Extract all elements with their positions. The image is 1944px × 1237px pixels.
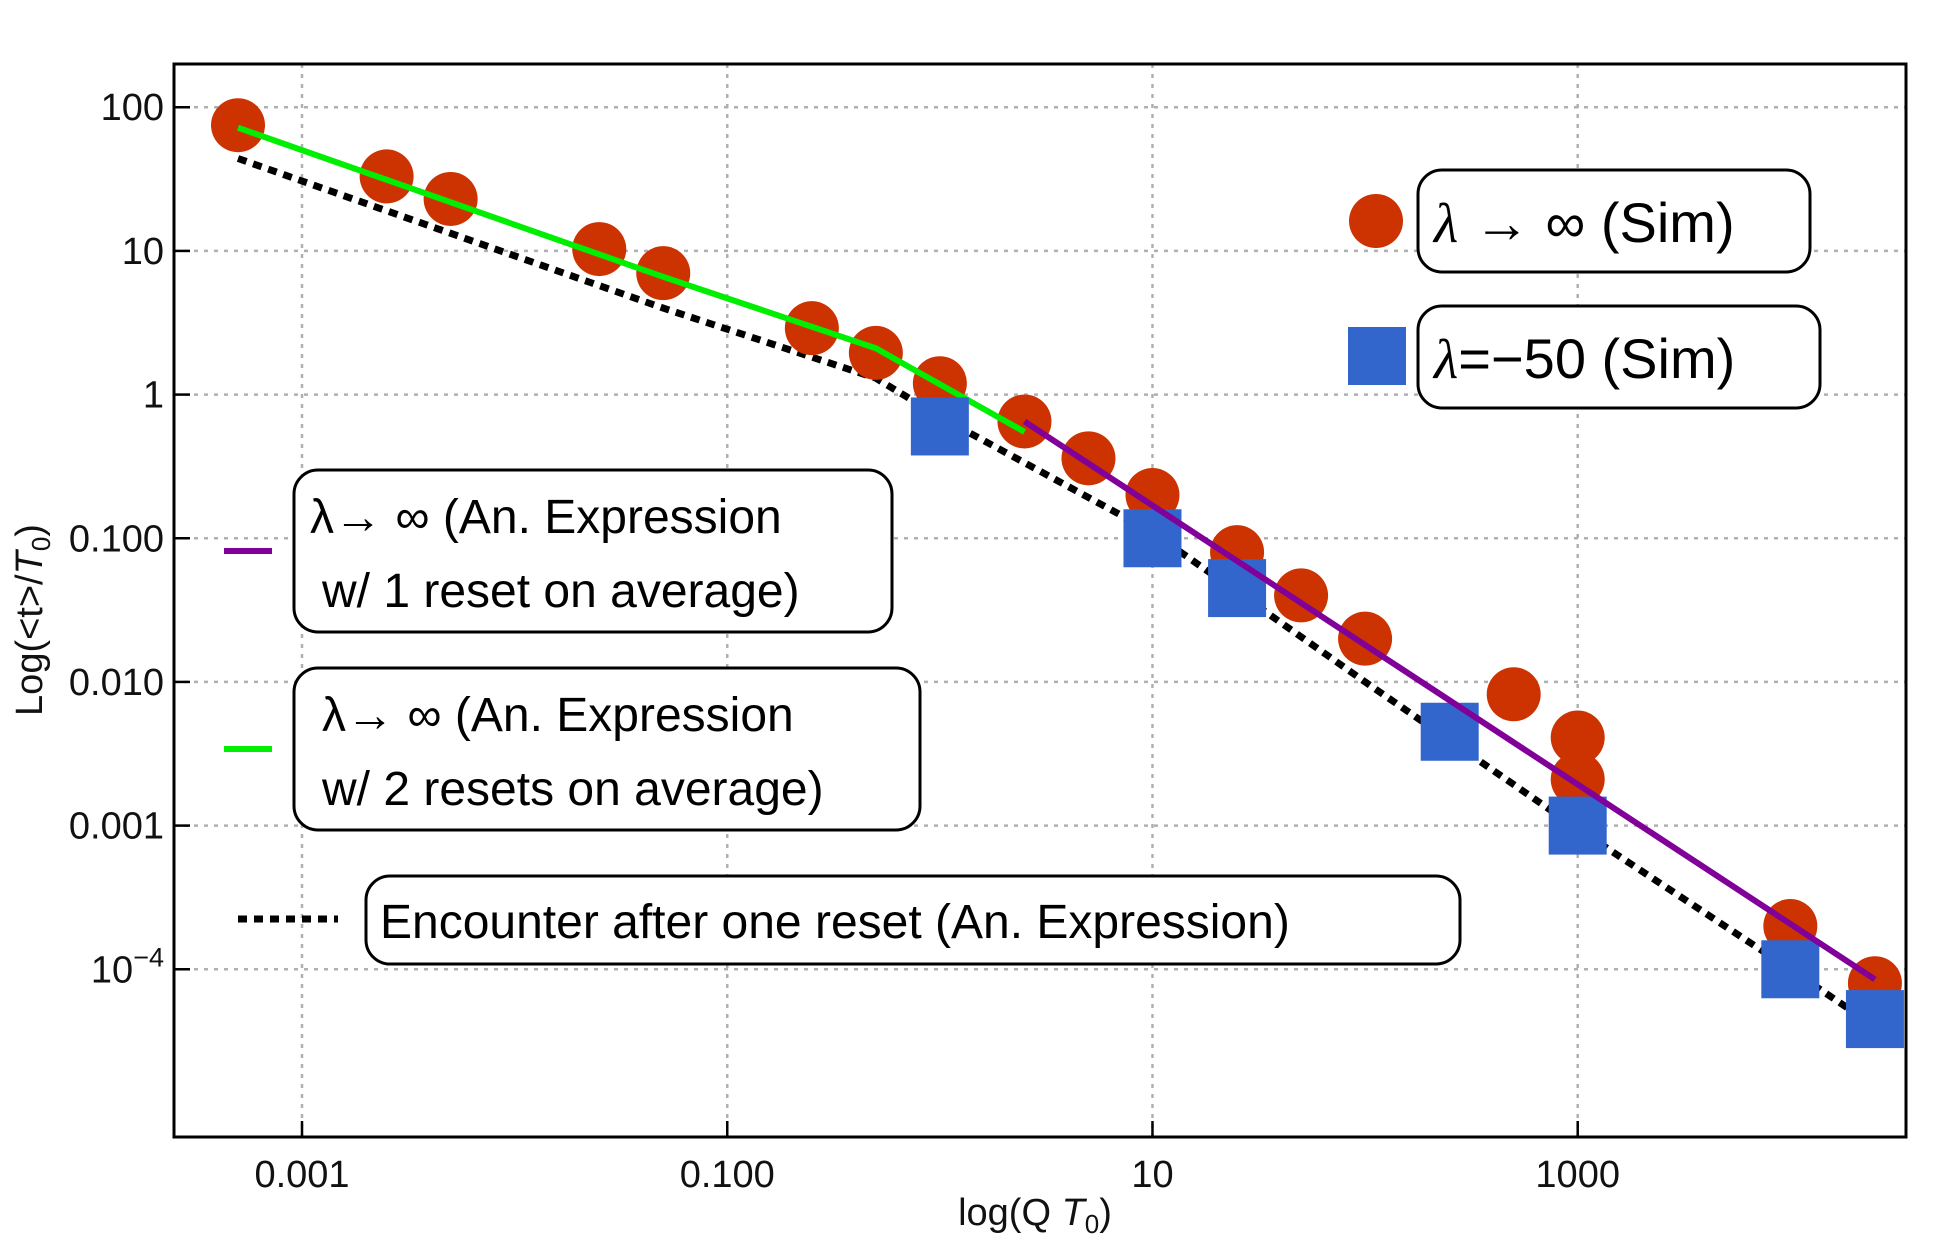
data-point-circle bbox=[572, 222, 627, 277]
legend-box bbox=[1416, 304, 1822, 410]
data-point-circle bbox=[636, 246, 691, 301]
x-axis-label: log(Q T0) bbox=[958, 1192, 1112, 1237]
x-tick-label: 0.100 bbox=[680, 1154, 775, 1196]
legend-box bbox=[1416, 168, 1812, 274]
y-tick-label: 1 bbox=[143, 375, 164, 417]
series-2 bbox=[1022, 418, 1877, 982]
data-point-circle bbox=[1550, 710, 1605, 765]
legend-entry-encounter: Encounter after one reset (An. Expressio… bbox=[238, 874, 1462, 966]
data-point-square bbox=[1845, 990, 1904, 1049]
legend-label-line-2: w/ 1 reset on average) bbox=[321, 565, 800, 618]
series-line bbox=[1022, 418, 1877, 982]
series-3 bbox=[237, 124, 1026, 435]
legend-label: λ → ∞ (Sim) bbox=[1432, 191, 1735, 255]
data-point-circle bbox=[423, 171, 478, 226]
legend-entry-sim-infinity: λ → ∞ (Sim) bbox=[1349, 168, 1812, 274]
legend-entry-sim-minus-50: λ=−50 (Sim) bbox=[1348, 304, 1822, 410]
x-tick-label: 10 bbox=[1131, 1154, 1173, 1196]
y-tick-label: 10−4 bbox=[91, 942, 164, 991]
x-tick-label: 0.001 bbox=[254, 1154, 349, 1196]
series-layer bbox=[211, 98, 1904, 1049]
legend-label-line-2: w/ 2 resets on average) bbox=[321, 763, 824, 816]
legend: λ → ∞ (Sim) λ=−50 (Sim) λ→ ∞ (An. Expres… bbox=[224, 168, 1822, 966]
data-point-circle bbox=[211, 98, 266, 153]
y-tick-label: 100 bbox=[101, 87, 164, 129]
data-point-square bbox=[1761, 940, 1820, 999]
y-tick-label: 10 bbox=[122, 231, 164, 273]
legend-label-line-1: λ→ ∞ (An. Expression bbox=[322, 689, 794, 742]
plot-frame bbox=[172, 62, 1908, 1139]
legend-marker-square bbox=[1348, 327, 1406, 385]
x-tick-label: 1000 bbox=[1535, 1154, 1620, 1196]
legend-label: λ=−50 (Sim) bbox=[1432, 327, 1735, 391]
y-axis-label: Log(<t>/T0) bbox=[9, 524, 56, 716]
legend-entry-one-reset: λ→ ∞ (An. Expression w/ 1 reset on avera… bbox=[224, 468, 894, 634]
data-point-square bbox=[910, 397, 969, 456]
series-1 bbox=[910, 397, 1904, 1049]
y-tick-label: 0.001 bbox=[69, 806, 164, 848]
legend-label: Encounter after one reset (An. Expressio… bbox=[380, 896, 1290, 949]
series-line bbox=[237, 124, 1026, 435]
data-point-circle bbox=[1125, 468, 1180, 523]
data-point-circle bbox=[848, 325, 903, 380]
axis-ticks: 0.001 0.100 10 1000 100 10 1 0.100 0.010 0.001 10−… bbox=[69, 87, 1620, 1196]
legend-box bbox=[364, 874, 1462, 966]
data-point-circle bbox=[997, 394, 1052, 449]
legend-marker-circle bbox=[1349, 194, 1403, 248]
data-point-square bbox=[1548, 796, 1607, 855]
y-tick-label: 0.100 bbox=[69, 518, 164, 560]
legend-box bbox=[292, 468, 894, 634]
data-point-circle bbox=[359, 149, 414, 204]
legend-box bbox=[292, 666, 922, 832]
legend-label-line-1: λ→ ∞ (An. Expression bbox=[310, 491, 782, 544]
y-tick-label: 0.010 bbox=[69, 662, 164, 704]
data-point-circle bbox=[1486, 667, 1541, 722]
legend-entry-two-resets: λ→ ∞ (An. Expression w/ 2 resets on aver… bbox=[224, 666, 922, 832]
data-point-square bbox=[1208, 559, 1267, 618]
